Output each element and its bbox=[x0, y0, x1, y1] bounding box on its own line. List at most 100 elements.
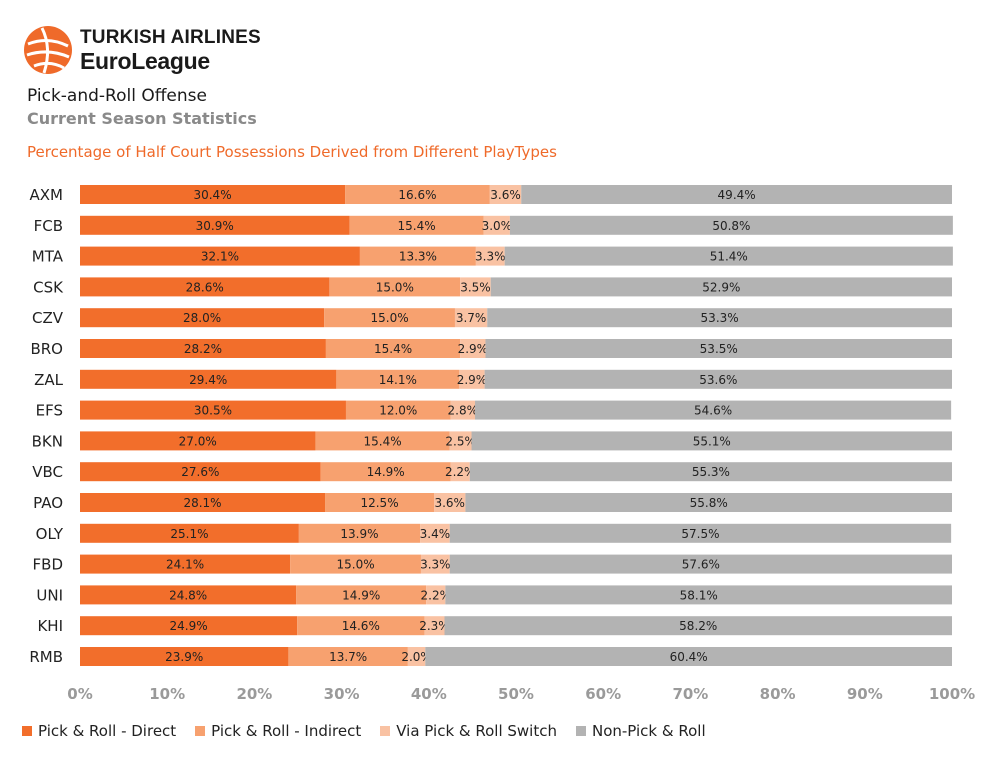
data-label-indirect-zal: 14.1% bbox=[379, 373, 417, 387]
bar-segment-non-pnr-bkn bbox=[471, 431, 952, 451]
bar-segment-switch-khi bbox=[424, 616, 445, 636]
data-label-indirect-rmb: 13.7% bbox=[329, 650, 367, 664]
bar-segment-indirect-fcb bbox=[349, 215, 484, 235]
category-label-bro: BRO bbox=[30, 340, 63, 358]
legend-item-indirect: Pick & Roll - Indirect bbox=[195, 722, 361, 740]
bar-segment-direct-axm bbox=[80, 185, 346, 204]
bar-segment-switch-axm bbox=[489, 185, 522, 204]
bar-segment-direct-uni bbox=[80, 585, 297, 605]
bar-segment-switch-bkn bbox=[449, 431, 472, 451]
bar-segment-direct-vbc bbox=[80, 462, 321, 482]
bar-segment-direct-mta bbox=[80, 246, 360, 266]
bar-segment-direct-fbd bbox=[80, 554, 291, 574]
data-label-non-pnr-uni: 58.1% bbox=[680, 588, 718, 602]
bar-segment-switch-mta bbox=[475, 246, 505, 266]
data-label-indirect-vbc: 14.9% bbox=[367, 465, 405, 479]
legend-swatch-switch bbox=[380, 726, 391, 736]
legend-label-switch: Via Pick & Roll Switch bbox=[396, 722, 557, 740]
category-label-pao: PAO bbox=[33, 494, 63, 512]
bar-segment-non-pnr-khi bbox=[444, 616, 952, 636]
category-label-mta: MTA bbox=[32, 248, 64, 266]
bar-segment-direct-fcb bbox=[80, 215, 350, 235]
bar-segment-switch-pao bbox=[434, 493, 466, 512]
data-label-switch-czv: 3.7% bbox=[456, 311, 487, 325]
stacked-bar-chart: AXM 30.4% 16.6% 3.6% 49.4% FCB 30.9% 15.4% 3.0% 5… bbox=[29, 185, 975, 703]
bar-segment-indirect-bro bbox=[325, 339, 461, 358]
data-label-non-pnr-pao: 55.8% bbox=[690, 496, 728, 510]
bar-segment-indirect-rmb bbox=[288, 647, 408, 666]
chart-title: Percentage of Half Court Possessions Der… bbox=[27, 143, 557, 161]
bar-segment-direct-bro bbox=[80, 339, 326, 358]
data-label-indirect-khi: 14.6% bbox=[342, 619, 380, 633]
data-label-non-pnr-oly: 57.5% bbox=[681, 527, 719, 541]
data-label-non-pnr-fbd: 57.6% bbox=[682, 558, 720, 572]
bar-segment-switch-bro bbox=[460, 339, 486, 358]
bar-segment-non-pnr-csk bbox=[490, 277, 952, 297]
data-label-indirect-oly: 13.9% bbox=[340, 527, 378, 541]
category-label-khi: KHI bbox=[37, 617, 63, 635]
data-label-switch-pao: 3.6% bbox=[434, 496, 465, 510]
category-label-zal: ZAL bbox=[34, 371, 64, 389]
data-label-direct-khi: 24.9% bbox=[170, 619, 208, 633]
data-label-indirect-efs: 12.0% bbox=[379, 404, 417, 418]
data-label-indirect-fbd: 15.0% bbox=[336, 558, 374, 572]
legend-swatch-non-pnr bbox=[575, 726, 586, 736]
bar-segment-non-pnr-axm bbox=[521, 185, 952, 204]
x-tick-label-1: 10% bbox=[149, 685, 185, 703]
data-label-indirect-csk: 15.0% bbox=[376, 280, 414, 294]
data-label-switch-mta: 3.3% bbox=[475, 250, 506, 264]
data-label-switch-efs: 2.8% bbox=[448, 404, 479, 418]
data-label-switch-axm: 3.6% bbox=[490, 188, 521, 202]
bar-segment-direct-khi bbox=[80, 616, 298, 636]
bar-segment-switch-fcb bbox=[483, 215, 510, 235]
data-label-non-pnr-zal: 53.6% bbox=[699, 373, 737, 387]
category-label-fcb: FCB bbox=[34, 217, 63, 235]
data-label-direct-czv: 28.0% bbox=[183, 311, 221, 325]
bar-segment-indirect-khi bbox=[297, 616, 425, 636]
bar-segment-non-pnr-fcb bbox=[509, 215, 953, 235]
data-label-direct-pao: 28.1% bbox=[183, 496, 221, 510]
data-label-direct-fcb: 30.9% bbox=[196, 219, 234, 233]
x-tick-label-8: 80% bbox=[760, 685, 796, 703]
bar-segment-direct-zal bbox=[80, 369, 337, 389]
bar-segment-indirect-uni bbox=[296, 585, 427, 605]
data-label-non-pnr-bro: 53.5% bbox=[700, 342, 738, 356]
x-tick-label-5: 50% bbox=[498, 685, 534, 703]
data-label-non-pnr-rmb: 60.4% bbox=[670, 650, 708, 664]
bar-segment-direct-bkn bbox=[80, 431, 316, 451]
legend-item-switch: Via Pick & Roll Switch bbox=[380, 722, 557, 740]
bar-segment-non-pnr-rmb bbox=[425, 647, 952, 666]
bar-segment-non-pnr-pao bbox=[465, 493, 952, 512]
data-label-switch-khi: 2.3% bbox=[419, 619, 450, 633]
data-label-direct-efs: 30.5% bbox=[194, 404, 232, 418]
category-label-csk: CSK bbox=[33, 278, 64, 296]
category-label-bkn: BKN bbox=[32, 432, 63, 450]
brand-name: TURKISH AIRLINES bbox=[80, 27, 261, 48]
data-label-switch-fcb: 3.0% bbox=[482, 219, 513, 233]
bar-segment-indirect-oly bbox=[298, 523, 421, 543]
bar-segment-direct-czv bbox=[80, 308, 325, 328]
data-label-non-pnr-vbc: 55.3% bbox=[692, 465, 730, 479]
data-label-indirect-axm: 16.6% bbox=[398, 188, 436, 202]
data-label-direct-bro: 28.2% bbox=[184, 342, 222, 356]
x-tick-label-2: 20% bbox=[236, 685, 272, 703]
bar-segment-non-pnr-fbd bbox=[449, 554, 952, 574]
legend-swatch-direct bbox=[22, 726, 32, 736]
bar-segment-direct-oly bbox=[80, 523, 299, 543]
legend-item-direct: Pick & Roll - Direct bbox=[22, 722, 176, 740]
bar-segment-indirect-efs bbox=[345, 400, 451, 420]
data-label-switch-bkn: 2.5% bbox=[445, 434, 476, 448]
bar-segment-direct-pao bbox=[80, 493, 326, 512]
bar-segment-non-pnr-efs bbox=[475, 400, 952, 420]
bar-segment-non-pnr-bro bbox=[485, 339, 952, 358]
data-label-direct-mta: 32.1% bbox=[201, 250, 239, 264]
data-label-non-pnr-csk: 52.9% bbox=[702, 280, 740, 294]
data-label-switch-fbd: 3.3% bbox=[420, 558, 451, 572]
category-label-axm: AXM bbox=[30, 186, 63, 204]
legend-item-non-pnr: Non-Pick & Roll bbox=[575, 722, 706, 740]
data-label-direct-fbd: 24.1% bbox=[166, 558, 204, 572]
bar-segment-indirect-vbc bbox=[320, 462, 451, 482]
category-label-rmb: RMB bbox=[29, 648, 63, 666]
brand-league: EuroLeague bbox=[80, 48, 210, 74]
x-tick-label-10: 100% bbox=[929, 685, 975, 703]
